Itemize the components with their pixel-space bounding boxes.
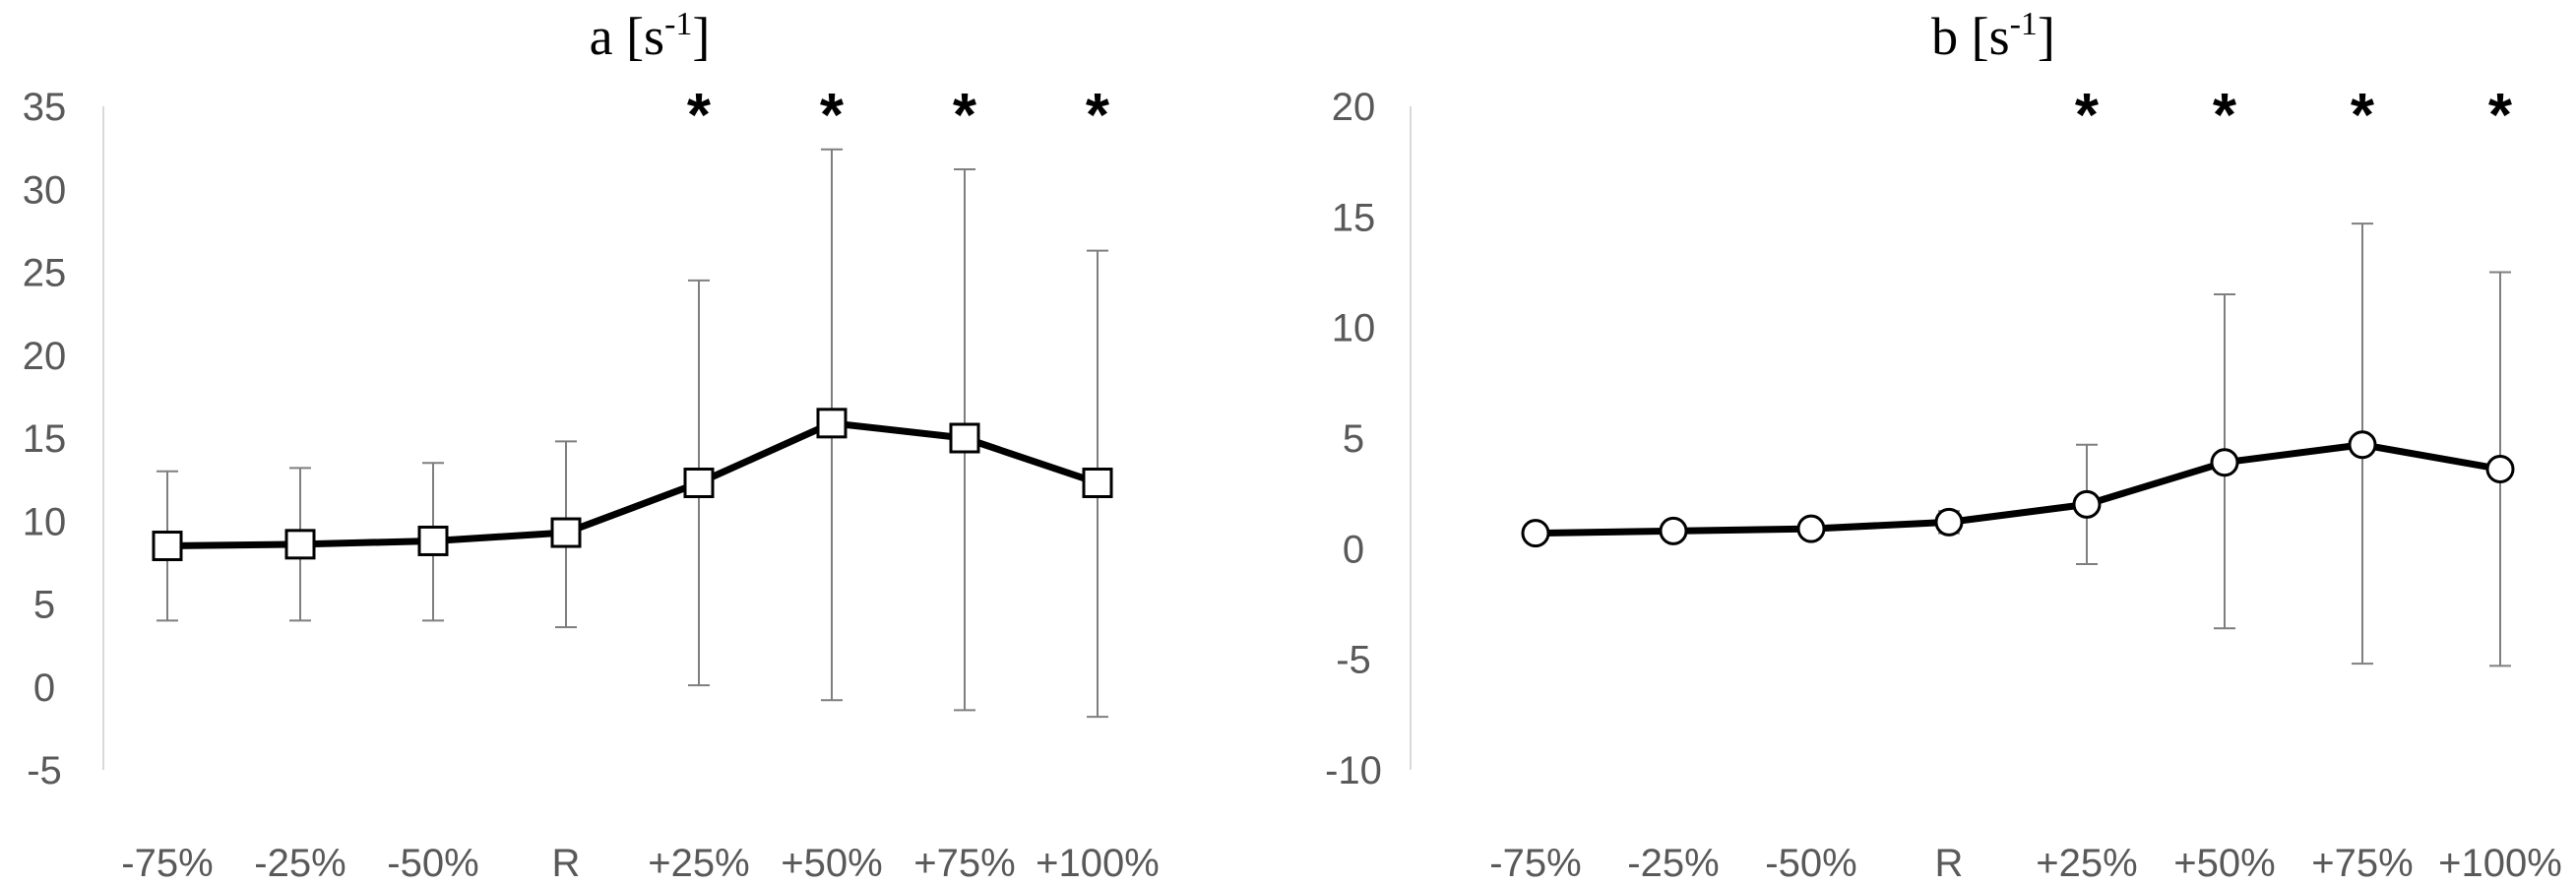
y-tick-label: -10: [1325, 749, 1382, 792]
x-tick-label: -25%: [254, 842, 346, 885]
y-tick-label: 5: [33, 584, 55, 627]
significance-marker: *: [687, 82, 712, 150]
significance-marker: *: [2075, 82, 2100, 150]
x-tick-label: +50%: [2173, 842, 2275, 885]
data-point: [550, 517, 582, 548]
x-tick-label: R: [1935, 842, 1964, 885]
y-tick-label: 5: [1343, 417, 1364, 461]
data-point: [816, 408, 848, 439]
data-point: [683, 467, 715, 498]
y-tick-label: 0: [33, 666, 55, 710]
x-tick-label: +100%: [2438, 842, 2562, 885]
y-tick-label: 15: [1332, 196, 1376, 239]
x-tick-label: +75%: [913, 842, 1015, 885]
x-tick-label: +25%: [2036, 842, 2137, 885]
data-point: [1659, 516, 1688, 545]
x-tick-label: +75%: [2311, 842, 2413, 885]
x-tick-label: +50%: [781, 842, 882, 885]
chart-panel-b: b [s-1] 20 15 10 5 0 -5 -10 -75% -25% -50% R +25% +50…: [1325, 6, 2562, 885]
y-tick-label: 20: [1332, 86, 1376, 129]
data-point: [1796, 514, 1826, 543]
chart-title: a [s-1]: [590, 6, 711, 66]
significance-marker: *: [2213, 82, 2237, 150]
data-point: [2348, 430, 2377, 460]
series-line: [166, 419, 1100, 550]
data-point: [2072, 489, 2102, 519]
x-tick-label: R: [552, 842, 581, 885]
y-tick-label: 15: [23, 417, 67, 461]
data-point: [1521, 519, 1550, 548]
y-tick-label: 25: [23, 252, 67, 295]
significance-marker: *: [953, 82, 977, 150]
significance-marker: *: [2488, 82, 2513, 150]
y-tick-label: 10: [23, 500, 67, 543]
data-point: [1082, 467, 1113, 498]
significance-marker: *: [2351, 82, 2375, 150]
data-point: [2485, 454, 2515, 483]
y-tick-label: 20: [23, 335, 67, 378]
significance-marker: *: [820, 82, 845, 150]
y-tick-label: -5: [27, 749, 62, 792]
x-tick-label: +100%: [1036, 842, 1160, 885]
y-tick-label: -5: [1336, 639, 1371, 682]
y-tick-label: 30: [23, 168, 67, 212]
series-line: [1535, 441, 2501, 538]
y-tick-label: 0: [1343, 528, 1364, 571]
chart-title: b [s-1]: [1931, 6, 2055, 66]
x-tick-label: -50%: [387, 842, 478, 885]
significance-marker: *: [1086, 82, 1110, 150]
x-tick-label: -50%: [1765, 842, 1856, 885]
chart-panel-a: a [s-1] 35 30 25 20 15 10 5 0 -5 -75% -25% -50% R +25%…: [23, 6, 1160, 885]
data-point: [949, 422, 980, 454]
x-tick-label: -75%: [1489, 842, 1581, 885]
data-point: [152, 531, 183, 562]
data-point: [417, 525, 449, 556]
data-point: [2210, 448, 2239, 477]
data-point: [284, 529, 316, 560]
x-tick-label: +25%: [648, 842, 749, 885]
x-tick-label: -75%: [121, 842, 213, 885]
y-tick-label: 35: [23, 86, 67, 129]
data-point: [1934, 507, 1964, 537]
x-tick-label: -25%: [1627, 842, 1719, 885]
y-tick-label: 10: [1332, 307, 1376, 350]
